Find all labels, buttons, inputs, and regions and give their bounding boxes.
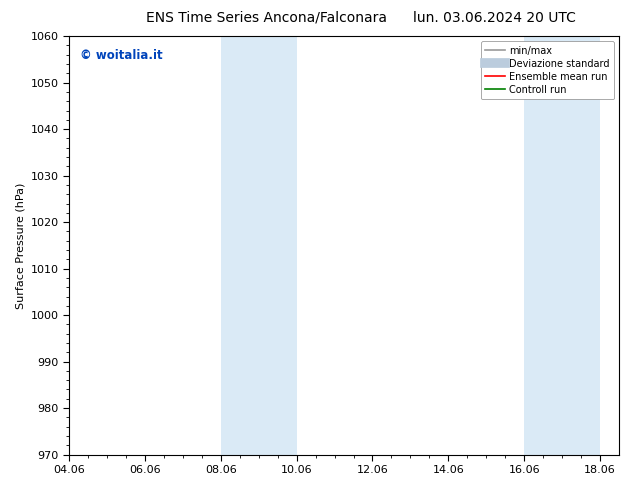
Text: lun. 03.06.2024 20 UTC: lun. 03.06.2024 20 UTC bbox=[413, 11, 576, 25]
Text: ENS Time Series Ancona/Falconara: ENS Time Series Ancona/Falconara bbox=[146, 11, 387, 25]
Bar bbox=[221, 36, 297, 455]
Bar bbox=[524, 36, 600, 455]
Legend: min/max, Deviazione standard, Ensemble mean run, Controll run: min/max, Deviazione standard, Ensemble m… bbox=[481, 41, 614, 99]
Text: © woitalia.it: © woitalia.it bbox=[80, 49, 163, 62]
Y-axis label: Surface Pressure (hPa): Surface Pressure (hPa) bbox=[15, 182, 25, 309]
